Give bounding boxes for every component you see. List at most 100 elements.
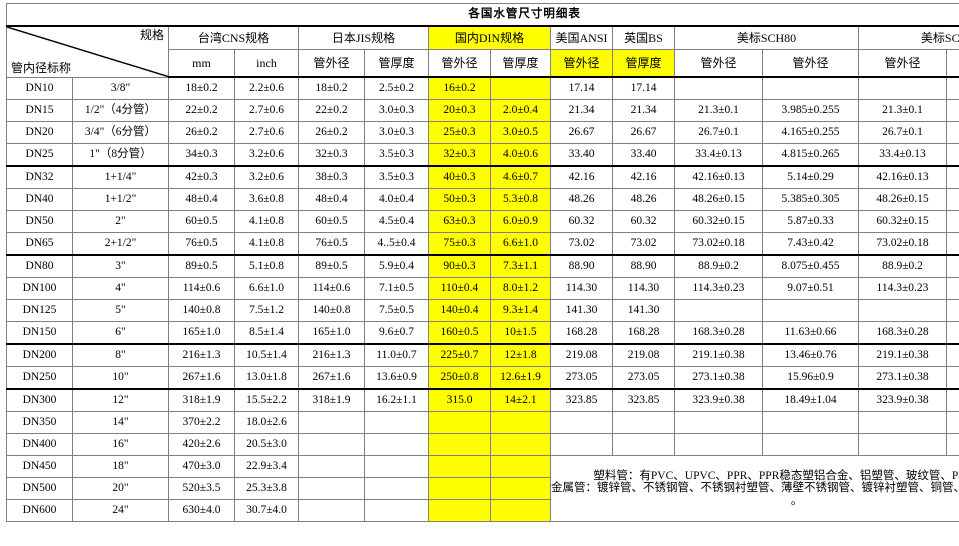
cell-cns-thickness: 15.5±2.2 xyxy=(234,388,299,412)
cell-din-outer-diameter: 50±0.3 xyxy=(428,188,491,211)
cell-jis-outer-diameter: 22±0.2 xyxy=(298,99,365,122)
subheader-jis-thickness: 管厚度 xyxy=(490,49,551,78)
cell-sch40-thickness: 7.54±0.43 xyxy=(945,321,959,345)
cell-sch40-thickness: 3.94±0.25 xyxy=(945,188,959,211)
cell-jis-outer-diameter xyxy=(298,433,365,456)
cell-sch80-outer-diameter xyxy=(674,76,763,100)
cell-sch80-thickness: 3.985±0.255 xyxy=(762,99,859,122)
cell-sch40-outer-diameter: 219.1±0.38 xyxy=(858,343,947,367)
subheader-din-od: 管外径 xyxy=(550,49,613,78)
cell-sch80-thickness xyxy=(762,433,859,456)
cell-sch40-outer-diameter: 168.3±0.28 xyxy=(858,321,947,345)
cell-cns-thickness: 3.2±0.6 xyxy=(234,143,299,167)
cell-din-outer-diameter: 90±0.3 xyxy=(428,254,491,278)
cell-nominal-inch: 1"（8分管） xyxy=(72,143,169,167)
cell-bs-outer-diameter: 42.16 xyxy=(612,165,675,189)
cell-nominal-inch: 1/2"（4分管） xyxy=(72,99,169,122)
cell-bs-outer-diameter: 21.34 xyxy=(612,99,675,122)
cell-jis-outer-diameter: 216±1.3 xyxy=(298,343,365,367)
cell-jis-outer-diameter xyxy=(298,499,365,522)
cell-cns-thickness: 2.2±0.6 xyxy=(234,76,299,100)
cell-ansi-outer-diameter: 323.85 xyxy=(550,388,613,412)
cell-sch40-outer-diameter: 88.9±0.2 xyxy=(858,254,947,278)
group-header-row: 规格 管内径标称 台湾CNS规格 日本JIS规格 国内DIN规格 美国ANSI … xyxy=(6,25,959,78)
cell-sch80-outer-diameter: 219.1±0.38 xyxy=(674,343,763,367)
cell-sch40-thickness: 5.465±0.305 xyxy=(945,232,959,256)
cell-sch40-thickness: 3.025±0.255 xyxy=(945,99,959,122)
group-header-bs: 英国BS xyxy=(612,25,675,50)
cell-cns-outer-diameter: 22±0.2 xyxy=(168,99,235,122)
cell-din-thickness: 5.3±0.8 xyxy=(490,188,551,211)
cell-sch80-thickness: 4.815±0.265 xyxy=(762,143,859,167)
cell-jis-outer-diameter: 48±0.4 xyxy=(298,188,365,211)
cell-sch40-outer-diameter xyxy=(858,433,947,456)
cell-cns-thickness: 2.7±0.6 xyxy=(234,121,299,144)
cell-sch40-outer-diameter: 73.02±0.18 xyxy=(858,232,947,256)
cell-sch80-outer-diameter: 114.3±0.23 xyxy=(674,277,763,300)
cell-jis-thickness: 3.5±0.3 xyxy=(364,165,429,189)
table-row: DN600 24" 630±4.0 30.7±4.0 xyxy=(6,499,959,522)
cell-jis-outer-diameter: 60±0.5 xyxy=(298,210,365,233)
cell-cns-outer-diameter: 34±0.3 xyxy=(168,143,235,167)
cell-jis-thickness: 3.0±0.3 xyxy=(364,99,429,122)
cell-din-outer-diameter: 63±0.3 xyxy=(428,210,491,233)
cell-sch40-thickness xyxy=(945,76,959,100)
cell-jis-outer-diameter: 18±0.2 xyxy=(298,76,365,100)
cell-cns-thickness: 3.2±0.6 xyxy=(234,165,299,189)
cell-nominal-mm: DN250 xyxy=(6,366,73,390)
cell-cns-thickness: 4.1±0.8 xyxy=(234,210,299,233)
cell-ansi-outer-diameter: 73.02 xyxy=(550,232,613,256)
cell-din-thickness: 9.3±1.4 xyxy=(490,299,551,322)
cell-din-outer-diameter: 25±0.3 xyxy=(428,121,491,144)
cell-sch40-outer-diameter: 48.26±0.15 xyxy=(858,188,947,211)
table-row: DN125 5" 140±0.8 7.5±1.2 140±0.8 7.5±0.5 140±0… xyxy=(6,299,959,322)
cell-cns-thickness: 10.5±1.4 xyxy=(234,343,299,367)
cell-sch80-thickness: 5.87±0.33 xyxy=(762,210,859,233)
cell-din-thickness: 4.0±0.6 xyxy=(490,143,551,167)
cell-nominal-mm: DN50 xyxy=(6,210,73,233)
cell-sch80-outer-diameter xyxy=(674,299,763,322)
cell-bs-outer-diameter: 17.14 xyxy=(612,76,675,100)
cell-bs-outer-diameter xyxy=(612,411,675,434)
cell-cns-thickness: 8.5±1.4 xyxy=(234,321,299,345)
cell-nominal-inch: 14" xyxy=(72,411,169,434)
cell-nominal-mm: DN80 xyxy=(6,254,73,278)
cell-sch40-thickness xyxy=(945,433,959,456)
cell-sch40-thickness xyxy=(945,299,959,322)
cell-cns-outer-diameter: 370±2.2 xyxy=(168,411,235,434)
cell-bs-outer-diameter: 48.26 xyxy=(612,188,675,211)
cell-ansi-outer-diameter: 42.16 xyxy=(550,165,613,189)
table-row: DN50 2" 60±0.5 4.1±0.8 60±0.5 4.5±0.4 63±0.3 6.… xyxy=(6,210,959,233)
cell-nominal-inch: 2" xyxy=(72,210,169,233)
cell-nominal-inch: 1+1/4" xyxy=(72,165,169,189)
table-row: DN150 6" 165±1.0 8.5±1.4 165±1.0 9.6±0.7 160±0… xyxy=(6,321,959,345)
cell-ansi-outer-diameter: 21.34 xyxy=(550,99,613,122)
table-row: DN20 3/4"（6分管） 26±0.2 2.7±0.6 26±0.2 3.0±0.3 2… xyxy=(6,121,959,144)
cell-nominal-inch: 5" xyxy=(72,299,169,322)
cell-ansi-outer-diameter: 141.30 xyxy=(550,299,613,322)
cell-ansi-outer-diameter: 273.05 xyxy=(550,366,613,390)
cell-sch40-thickness xyxy=(945,411,959,434)
cell-nominal-mm: DN450 xyxy=(6,455,73,478)
cell-jis-outer-diameter: 26±0.2 xyxy=(298,121,365,144)
cell-jis-thickness: 5.9±0.4 xyxy=(364,254,429,278)
cell-cns-thickness: 6.6±1.0 xyxy=(234,277,299,300)
cell-nominal-inch: 8" xyxy=(72,343,169,367)
table-row: DN400 16" 420±2.6 20.5±3.0 xyxy=(6,433,959,456)
cell-cns-thickness: 30.7±4.0 xyxy=(234,499,299,522)
cell-sch40-thickness: 4.165±0.255 xyxy=(945,210,959,233)
cell-jis-outer-diameter xyxy=(298,455,365,478)
cell-jis-outer-diameter xyxy=(298,477,365,500)
cell-nominal-inch: 16" xyxy=(72,433,169,456)
cell-nominal-inch: 2+1/2" xyxy=(72,232,169,256)
group-header-jis: 日本JIS规格 xyxy=(298,25,429,50)
cell-bs-outer-diameter: 88.90 xyxy=(612,254,675,278)
table-row: DN450 18" 470±3.0 22.9±3.4 塑料管：有PVC、UPVC、PPR… xyxy=(6,455,959,522)
cell-nominal-mm: DN32 xyxy=(6,165,73,189)
cell-cns-outer-diameter: 216±1.3 xyxy=(168,343,235,367)
cell-nominal-mm: DN65 xyxy=(6,232,73,256)
cell-jis-thickness: 9.6±0.7 xyxy=(364,321,429,345)
cell-cns-outer-diameter: 60±0.5 xyxy=(168,210,235,233)
cell-din-outer-diameter: 75±0.3 xyxy=(428,232,491,256)
cell-sch80-outer-diameter: 88.9±0.2 xyxy=(674,254,763,278)
